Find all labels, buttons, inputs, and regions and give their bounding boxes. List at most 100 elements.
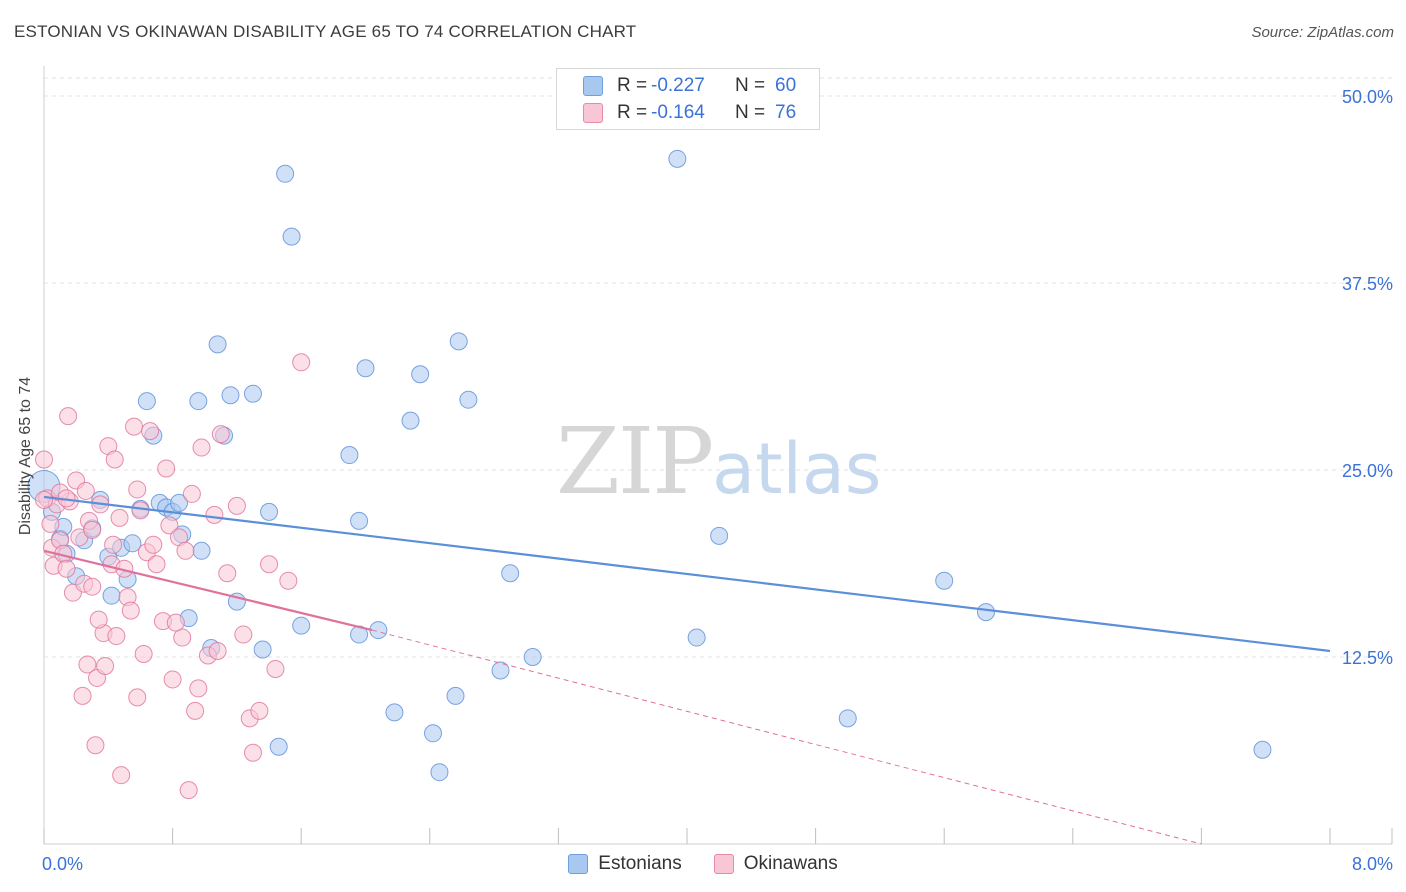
point-okinawans-73 [189, 679, 208, 698]
trend-line-estonians [43, 495, 1331, 653]
r-value: -0.164 [651, 102, 705, 123]
point-okinawans-66 [105, 450, 124, 469]
n-label: N = [735, 102, 766, 123]
n-value: 60 [775, 75, 797, 96]
point-estonians-20 [170, 493, 189, 512]
y-tick-label-0: 12.5% [1342, 648, 1393, 668]
point-estonians-30 [243, 384, 262, 403]
point-estonians-40 [356, 359, 375, 378]
point-okinawans-33 [121, 601, 140, 620]
stats-swatch-okinawans [583, 103, 603, 123]
point-estonians-54 [687, 628, 706, 647]
point-okinawans-30 [112, 766, 131, 785]
point-okinawans-39 [141, 422, 160, 441]
tick-labels: 12.5% 25.0% 37.5% 50.0% 0.0% 8.0% [42, 87, 1393, 874]
point-estonians-51 [501, 564, 520, 583]
point-okinawans-59 [279, 571, 298, 590]
point-estonians-43 [401, 411, 420, 430]
chart-title: ESTONIAN VS OKINAWAN DISABILITY AGE 65 T… [14, 22, 637, 41]
point-estonians-46 [430, 763, 449, 782]
point-okinawans-20 [86, 736, 105, 755]
y-tick-label-3: 50.0% [1342, 87, 1393, 107]
point-estonians-59 [1253, 740, 1272, 759]
point-okinawans-46 [179, 781, 198, 800]
point-okinawans-65 [89, 610, 108, 629]
n-value: 76 [775, 102, 797, 123]
point-okinawans-70 [166, 613, 185, 632]
stats-row-estonians: R = -0.227 N = 60 [583, 73, 796, 99]
point-okinawans-72 [182, 484, 201, 503]
point-okinawans-47 [186, 701, 205, 720]
point-okinawans-52 [218, 564, 237, 583]
stats-row-okinawans: R = -0.164 N = 76 [583, 100, 796, 126]
point-okinawans-37 [134, 645, 153, 664]
gridlines [44, 77, 1392, 658]
point-okinawans-9 [59, 407, 78, 426]
point-okinawans-8 [57, 559, 76, 578]
stats-swatch-estonians [583, 76, 603, 96]
point-okinawans-51 [211, 425, 230, 444]
point-estonians-42 [385, 703, 404, 722]
point-estonians-10 [102, 586, 121, 605]
point-okinawans-27 [104, 535, 123, 554]
point-estonians-58 [976, 603, 995, 622]
point-okinawans-55 [243, 743, 262, 762]
trend-line-okinawans [43, 549, 373, 632]
point-estonians-52 [523, 648, 542, 666]
correlation-stats-box: R = -0.227 N = 60 R = -0.164 N = 76 [556, 68, 820, 130]
point-okinawans-16 [76, 481, 95, 500]
point-estonians-44 [411, 365, 430, 384]
r-label: R = [617, 75, 648, 96]
point-okinawans-42 [160, 516, 179, 535]
watermark-atlas: atlas [712, 428, 882, 510]
point-okinawans-56 [250, 701, 269, 720]
y-tick-label-2: 37.5% [1342, 274, 1393, 294]
point-okinawans-17 [78, 655, 97, 674]
point-estonians-32 [260, 502, 279, 521]
chart-legend: Estonians Okinawans [0, 852, 1406, 876]
point-okinawans-43 [163, 670, 182, 689]
watermark: ZIPatlas [556, 408, 881, 515]
point-okinawans-34 [125, 417, 144, 436]
point-okinawans-75 [234, 625, 253, 644]
point-okinawans-48 [192, 438, 211, 457]
point-okinawans-0 [35, 450, 53, 469]
point-okinawans-29 [110, 508, 129, 527]
legend-label-estonians: Estonians [598, 853, 682, 874]
point-okinawans-69 [157, 459, 176, 478]
point-okinawans-74 [208, 642, 227, 661]
trend-extension-okinawans [371, 629, 1202, 845]
legend-label-okinawans: Okinawans [743, 853, 838, 874]
point-estonians-33 [269, 737, 288, 756]
n-label: N = [735, 75, 766, 96]
legend-item-okinawans[interactable]: Okinawans [713, 853, 838, 875]
point-okinawans-57 [260, 555, 279, 574]
point-okinawans-40 [147, 555, 166, 574]
point-estonians-13 [123, 534, 142, 553]
point-estonians-53 [668, 149, 687, 168]
point-estonians-31 [253, 640, 272, 659]
point-estonians-34 [276, 164, 295, 183]
point-estonians-56 [838, 709, 857, 728]
point-okinawans-24 [96, 656, 115, 675]
point-estonians-57 [935, 571, 954, 590]
point-estonians-36 [292, 616, 311, 635]
point-estonians-55 [710, 526, 729, 545]
source-attribution: Source: ZipAtlas.com [1251, 24, 1394, 41]
data-points [27, 149, 1272, 800]
point-okinawans-2 [41, 514, 60, 533]
point-okinawans-67 [128, 688, 147, 707]
legend-item-estonians[interactable]: Estonians [568, 853, 682, 875]
point-estonians-48 [449, 332, 468, 351]
legend-swatch-okinawans [713, 854, 734, 874]
point-estonians-38 [350, 511, 369, 530]
point-okinawans-28 [107, 627, 126, 646]
point-estonians-47 [446, 686, 465, 705]
point-estonians-24 [192, 541, 211, 560]
point-estonians-50 [491, 661, 510, 680]
trend-lines [43, 495, 1331, 845]
point-okinawans-36 [131, 501, 150, 520]
point-okinawans-68 [144, 535, 163, 554]
y-tick-label-1: 25.0% [1342, 461, 1393, 481]
point-okinawans-60 [292, 353, 311, 372]
